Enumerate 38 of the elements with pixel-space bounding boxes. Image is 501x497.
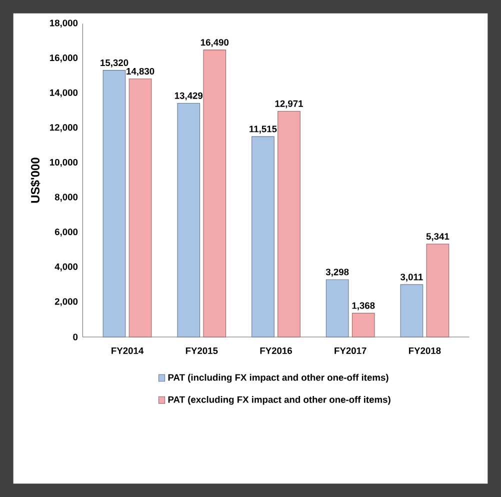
legend-label: PAT (excluding FX impact and other one-off items) (168, 396, 390, 405)
bar (203, 50, 226, 338)
y-tick-label: 4,000 (54, 263, 78, 272)
x-tick-label: FY2014 (112, 347, 144, 354)
data-label: 14,830 (126, 68, 154, 76)
bar (252, 136, 274, 338)
bar (326, 279, 349, 338)
data-label: 3,011 (400, 274, 423, 282)
y-tick-label: 18,000 (50, 20, 78, 28)
y-axis-title: US$'000 (30, 158, 40, 203)
bar (102, 70, 126, 338)
bar (352, 312, 375, 338)
y-tick-label: 8,000 (54, 194, 78, 202)
data-label: 1,368 (352, 302, 375, 310)
data-label: 13,429 (174, 92, 203, 100)
bar (128, 78, 152, 338)
data-label: 5,341 (426, 233, 450, 242)
y-tick-label: 12,000 (50, 124, 78, 132)
y-tick-label: 10,000 (50, 158, 78, 167)
data-label: 16,490 (200, 39, 229, 48)
bar (400, 284, 424, 338)
y-tick-label: 14,000 (50, 89, 78, 98)
bar (177, 102, 200, 338)
y-tick-label: 0 (73, 334, 78, 340)
y-tick-label: 2,000 (54, 298, 78, 306)
x-tick-label: FY2018 (408, 347, 441, 354)
data-label: 15,320 (100, 59, 128, 68)
x-tick-label: FY2015 (186, 347, 218, 354)
data-label: 11,515 (250, 126, 277, 134)
x-tick-label: FY2016 (260, 347, 292, 354)
bar (426, 244, 450, 338)
data-label: 12,971 (275, 100, 304, 108)
data-label: 3,298 (326, 268, 349, 277)
y-tick-label: 16,000 (50, 54, 78, 62)
x-tick-label: FY2017 (334, 347, 366, 354)
legend-label: PAT (including FX impact and other one-off items) (168, 374, 388, 383)
bar (278, 110, 300, 338)
y-tick-label: 6,000 (54, 228, 78, 237)
